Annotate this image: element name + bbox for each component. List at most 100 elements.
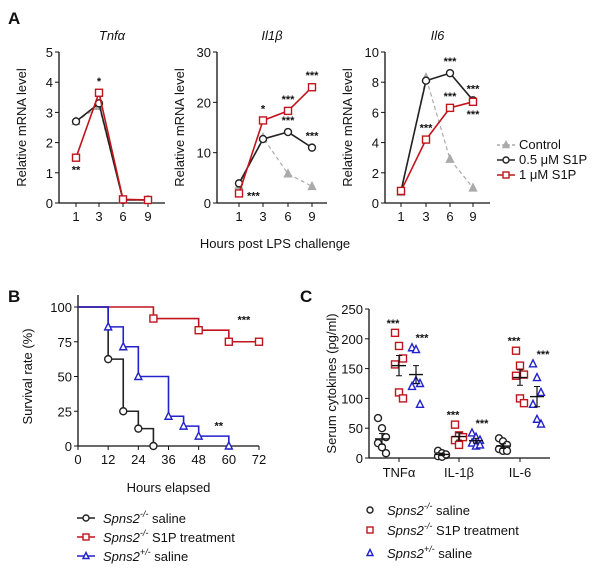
data-point [118,195,128,204]
panel-a-xlabel: Hours post LPS challenge [200,236,350,251]
legend-gene: Spns2 [103,530,141,545]
data-point [119,407,128,416]
x-tick-label: 9 [308,209,315,224]
data-point [532,371,542,382]
x-tick-label: 48 [191,452,205,467]
data-point [445,68,455,78]
survival-curve [78,306,230,446]
y-axis-label: Survival rate (%) [20,328,35,424]
y-tick-label: 100 [341,391,363,406]
y-tick-label: 2 [372,166,379,181]
y-tick-label: 10 [365,45,379,60]
y-axis-label: Relative mRNA level [340,68,355,187]
y-tick-label: 150 [341,362,363,377]
series-line [400,77,474,193]
legend-triangle-icon [501,139,511,149]
y-tick-label: 5 [46,45,53,60]
data-point [283,168,293,178]
y-tick-label: 2 [46,136,53,151]
significance-marker: *** [247,190,261,202]
series-line [75,89,149,201]
y-axis-label: Serum cytokines (pg/ml) [324,313,339,453]
data-point [528,358,538,368]
data-point [421,135,431,144]
x-tick-label: 3 [95,209,102,224]
x-tick-label: 12 [101,452,115,467]
y-tick-label: 0 [372,196,379,211]
legend-treatment: S1P treatment [432,523,519,538]
data-point [394,341,404,351]
x-tick-label: 6 [119,209,126,224]
y-tick-label: 0 [356,451,363,466]
legend-genotype: +/- [424,544,435,554]
data-point [454,440,464,450]
legend-triangle-icon [81,550,91,560]
data-point [94,88,104,97]
x-tick-label: 1 [235,209,242,224]
data-point [407,380,417,391]
data-point [71,117,81,126]
data-point [258,134,268,144]
y-tick-label: 6 [372,105,379,120]
significance-marker: ** [214,420,223,432]
legend-circle-icon [366,506,374,514]
significance-marker: *** [508,336,522,348]
legend-square-icon [502,171,510,179]
x-tick-label: 6 [446,209,453,224]
data-point [254,337,264,346]
significance-marker: *** [416,333,430,345]
data-point [103,354,113,364]
series-line [238,131,313,184]
significance-marker: *** [282,115,296,127]
legend-treatment: saline [151,549,189,564]
data-point [194,326,203,335]
significance-marker: *** [420,123,434,135]
data-point [468,97,478,107]
legend-genotype: -/- [140,528,149,538]
legend-label: Spns2-/- S1P treatment [387,521,519,538]
legend-genotype: -/- [424,521,433,531]
significance-marker: *** [237,315,251,327]
x-tick-label: 1 [397,209,404,224]
x-tick-label: 60 [222,452,236,467]
legend-circle-icon [502,156,510,164]
data-point [536,418,546,428]
significance-marker: *** [306,131,320,143]
legend-genotype: +/- [140,547,151,557]
legend-triangle-icon [365,547,375,557]
x-tick-label: IL-6 [509,465,531,480]
data-point [224,337,234,346]
y-axis-label: Relative mRNA level [14,68,29,187]
data-point [149,314,158,323]
data-point [411,343,421,354]
x-tick-label: 0 [74,452,81,467]
chart-title: Il1β [261,28,283,43]
legend-square-icon [366,526,374,534]
legend-label: Control [519,137,561,152]
x-tick-label: IL-1β [444,465,474,480]
significance-marker: ** [72,165,81,177]
data-point [283,127,293,137]
x-tick-label: 72 [252,452,266,467]
data-point [528,398,538,409]
data-point [390,360,400,369]
legend-treatment: saline [435,546,473,561]
significance-marker: * [261,103,266,115]
data-point [373,413,383,423]
data-point [134,424,143,433]
y-tick-label: 100 [50,300,72,315]
data-point [283,106,293,116]
data-point [258,116,268,125]
data-point [377,424,387,433]
legend-circle-icon [82,514,90,522]
chart-title: Tnfα [99,28,126,43]
x-tick-label: 36 [161,452,175,467]
legend-label: Spns2-/- S1P treatment [103,528,235,545]
data-point [445,103,455,113]
significance-marker: *** [447,410,461,422]
legend-treatment: S1P treatment [148,530,235,545]
